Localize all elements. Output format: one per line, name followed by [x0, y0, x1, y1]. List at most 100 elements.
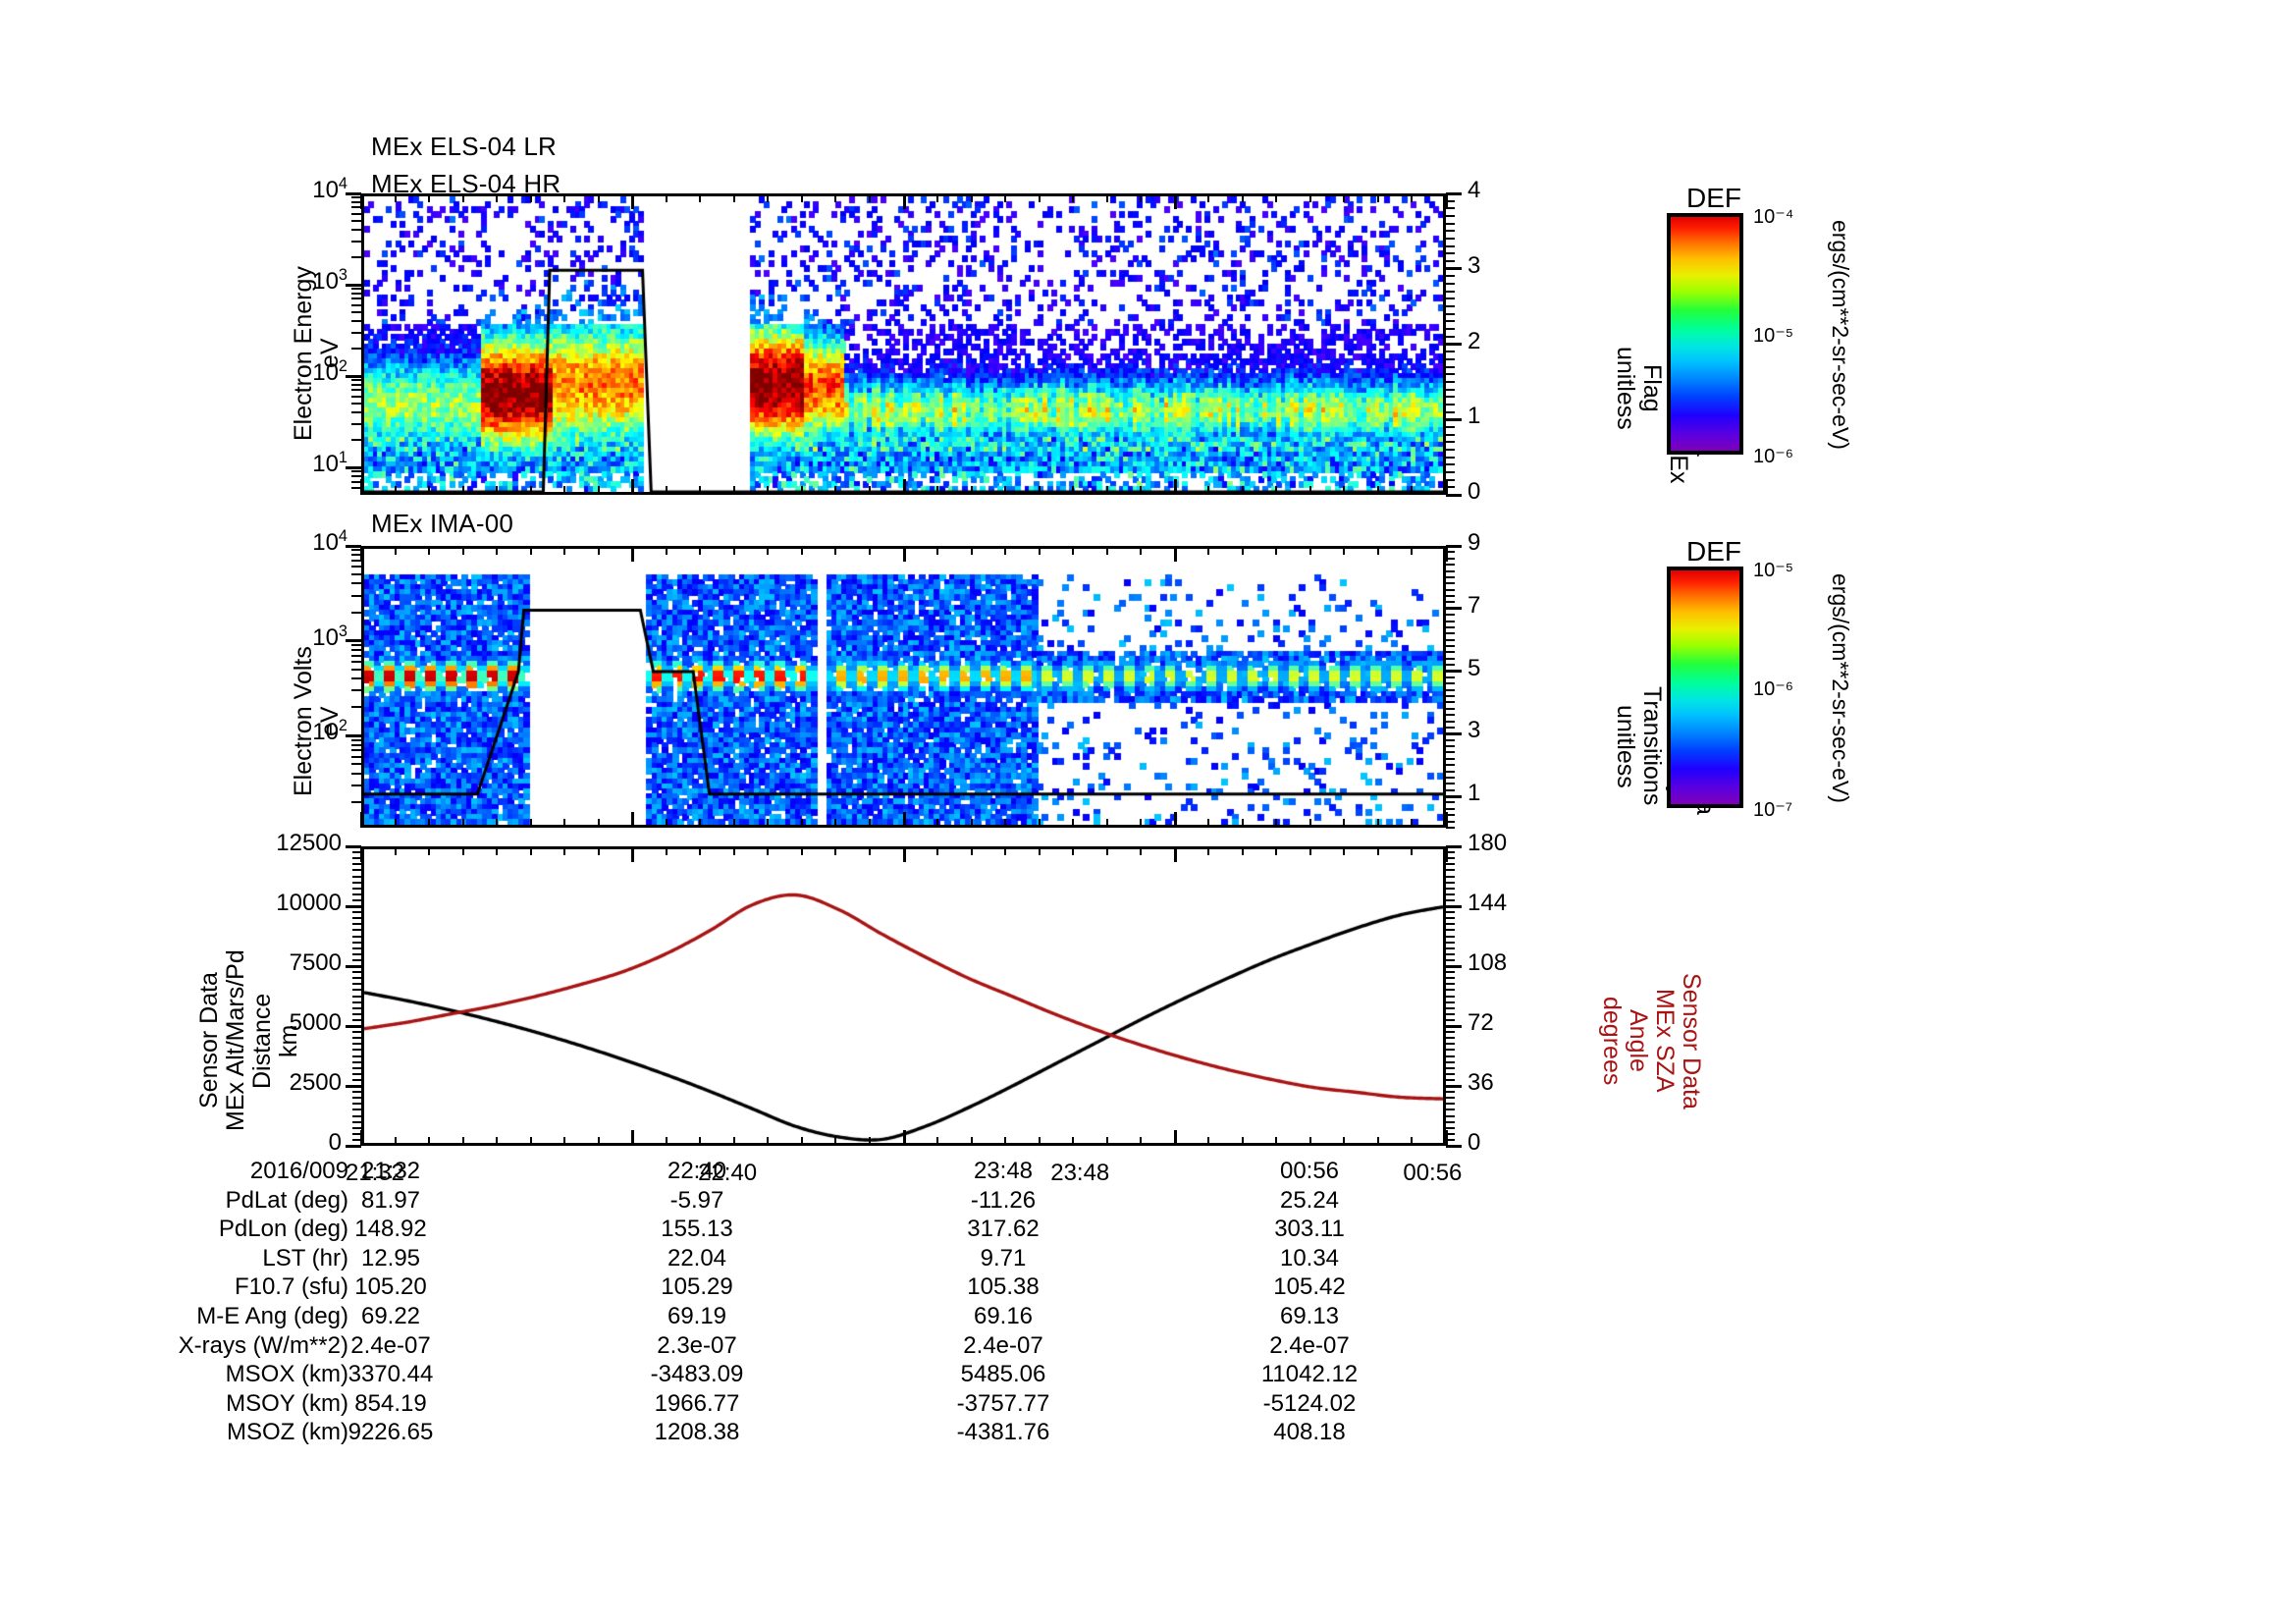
p1-ytick-right-minor: [1446, 260, 1455, 263]
p3-xtick: [902, 1130, 906, 1146]
p3-xtick-top: [1308, 846, 1311, 855]
colorbar-els-mid-label: 10⁻⁵: [1753, 325, 1794, 347]
p1-xtick-top: [394, 193, 397, 202]
p3-xtick-top: [496, 846, 499, 855]
p2-ytick-right-minor: [1446, 595, 1455, 598]
table-cell-3-0: 12.95: [360, 1244, 421, 1271]
p1-xtick: [970, 486, 973, 495]
p3-xtick: [461, 1137, 464, 1146]
p3-ytick-right-minor: [1446, 1001, 1455, 1003]
p1-ytick-minor: [351, 311, 361, 314]
p3-ytick-right-minor: [1446, 845, 1455, 847]
p3-xtick: [1140, 1137, 1143, 1146]
p3-ytick-right-label-5: 0: [1468, 1129, 1481, 1156]
p1-ytick-right-minor: [1446, 192, 1455, 194]
p2-ytick-right-minor: [1446, 770, 1455, 773]
p3-ytick-minor: [352, 1126, 361, 1129]
p3-ytick-minor: [352, 1138, 361, 1141]
p1-ytick-minor: [351, 256, 361, 259]
p2-xtick-top: [529, 546, 532, 555]
p3-ytick-right-minor: [1446, 1049, 1455, 1052]
p2-ytick-right-minor: [1446, 632, 1455, 635]
p3-ytick-right-minor: [1446, 1085, 1455, 1087]
p3-xtick: [868, 1137, 871, 1146]
p1-ytick-minor: [351, 320, 361, 323]
p3-ytick-minor: [352, 1103, 361, 1106]
p1-ytick-minor: [351, 480, 361, 483]
p3-ytick-right-minor: [1446, 1145, 1455, 1147]
p3-ytick-right-minor: [1446, 1072, 1455, 1075]
p1-xtick-top: [834, 193, 837, 202]
p3-ytick-right-minor: [1446, 881, 1455, 884]
p3-ytick-minor: [352, 1055, 361, 1057]
p3-ytick-right-minor: [1446, 857, 1455, 860]
p3-ytick-minor: [352, 1025, 361, 1027]
p2-xtick: [767, 819, 770, 828]
p1-xtick: [428, 486, 431, 495]
p3-xtick: [834, 1137, 837, 1146]
p2-ytick-minor: [351, 772, 361, 775]
p2-xtick-top: [1241, 546, 1244, 555]
p2-ytick-minor: [351, 668, 361, 671]
p3-ytick-right-minor: [1446, 1060, 1455, 1063]
p3-ytick-right-minor: [1446, 893, 1455, 895]
table-cell-3-2: 9.71: [980, 1244, 1027, 1271]
p1-xtick: [394, 486, 397, 495]
p2-ytick-minor: [351, 654, 361, 657]
p1-xtick: [1140, 486, 1143, 495]
p3-ytick-minor: [352, 1018, 361, 1021]
p1-ytick-major-2: [346, 374, 361, 378]
p3-ytick-minor: [352, 1043, 361, 1046]
p1-xtick: [936, 486, 939, 495]
p2-xtick-top: [936, 546, 939, 555]
table-cell-7-1: -3483.09: [650, 1361, 744, 1388]
xaxis-tick-label-2: 23:48: [1050, 1160, 1110, 1186]
p3-ytick-label-1: 10000: [276, 890, 342, 916]
xaxis-tick-label-1: 22:40: [698, 1160, 758, 1186]
p3-ytick-right-label-3: 72: [1468, 1009, 1494, 1036]
p1-ytick-minor: [351, 196, 361, 199]
p2-xtick: [631, 812, 635, 828]
p2-xtick-top: [732, 546, 735, 555]
table-row-label-8: MSOY (km): [226, 1389, 348, 1417]
p1-ytick-right-minor: [1446, 320, 1455, 323]
p2-ytick-right-minor: [1446, 732, 1455, 735]
p2-ytick-minor: [351, 582, 361, 585]
p2-xtick-top: [1173, 546, 1177, 562]
ima-spectrogram-panel: [361, 546, 1446, 828]
panel1-left-axis-label: Electron Energy eV: [290, 266, 344, 441]
p1-ytick-right-minor: [1446, 456, 1455, 459]
p3-ytick-right-minor: [1446, 1037, 1455, 1040]
table-cell-1-0: 81.97: [360, 1186, 421, 1214]
p3-xtick-top: [1038, 846, 1041, 855]
p3-ytick-right-minor: [1446, 923, 1455, 926]
table-cell-2-3: 303.11: [1274, 1216, 1345, 1243]
p3-ytick-minor: [352, 887, 361, 890]
p3-ytick-label-4: 2500: [289, 1069, 342, 1096]
p3-ytick-right-minor: [1446, 1109, 1455, 1111]
p3-xtick: [428, 1137, 431, 1146]
p1-xtick-top: [1445, 193, 1448, 209]
table-cell-2-0: 148.92: [354, 1216, 427, 1243]
p3-ytick-right-label-4: 36: [1468, 1069, 1494, 1096]
p1-ytick-label-2: 102: [312, 357, 347, 387]
p2-xtick: [563, 819, 566, 828]
p2-ytick-right-minor: [1446, 682, 1455, 685]
p1-ytick-major-0: [346, 191, 361, 195]
p1-ytick-right-minor: [1446, 215, 1455, 218]
p1-xtick-top: [461, 193, 464, 202]
p2-ytick-right-minor: [1446, 814, 1455, 817]
p3-ytick-right-minor: [1446, 851, 1455, 854]
p1-xtick-top: [1072, 193, 1075, 202]
p1-xtick-top: [1173, 193, 1177, 209]
p2-ytick-right-label-1: 7: [1468, 591, 1481, 619]
p2-xtick: [1207, 819, 1210, 828]
table-cell-6-1: 2.3e-07: [657, 1331, 737, 1359]
p3-ytick-right-minor: [1446, 971, 1455, 974]
p2-xtick-top: [800, 546, 803, 555]
p3-xtick: [767, 1137, 770, 1146]
p2-xtick-top: [1308, 546, 1311, 555]
table-row-label-4: F10.7 (sfu): [234, 1273, 348, 1301]
p2-ytick-minor: [351, 749, 361, 752]
p1-xtick: [1241, 486, 1244, 495]
